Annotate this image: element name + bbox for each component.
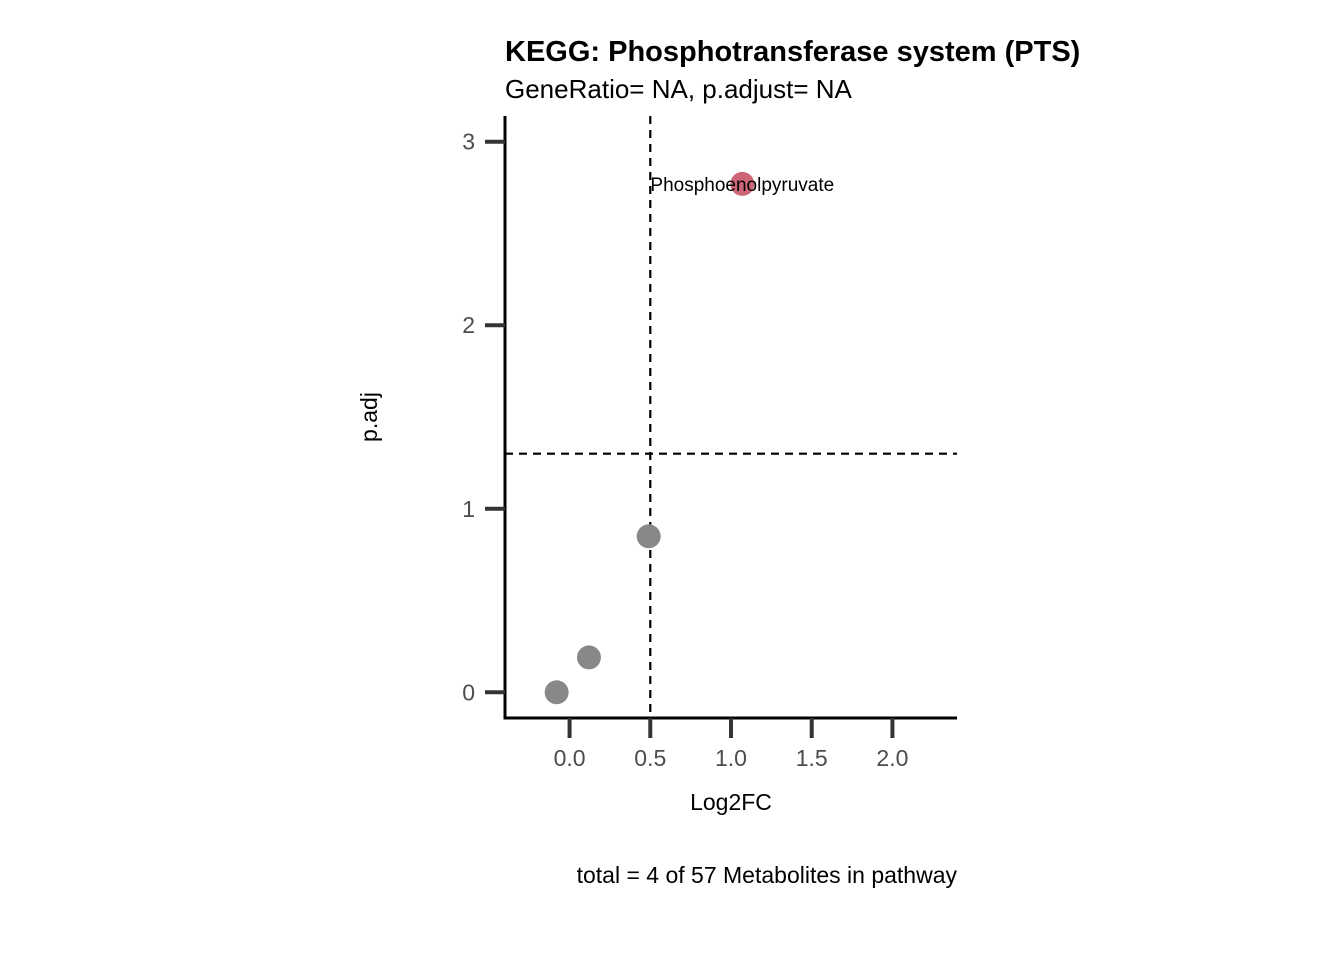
x-tick-label: 1.0 xyxy=(715,745,747,771)
x-tick-label: 1.5 xyxy=(796,745,828,771)
x-axis-label: Log2FC xyxy=(690,789,772,815)
data-point xyxy=(730,171,755,196)
chart-subtitle: GeneRatio= NA, p.adjust= NA xyxy=(505,74,853,104)
data-point xyxy=(544,680,569,705)
y-tick-label: 2 xyxy=(462,312,475,338)
plot-area: 0.0 0.5 1.0 1.5 2.0 0 1 2 3 Phosphoenolpyruvate xyxy=(462,116,957,771)
y-tick-label: 1 xyxy=(462,496,475,522)
chart-title: KEGG: Phosphotransferase system (PTS) xyxy=(505,36,1080,68)
point-label: Phosphoenolpyruvate xyxy=(650,175,834,196)
data-point xyxy=(576,645,601,670)
data-point xyxy=(636,524,661,549)
y-tick-label: 3 xyxy=(462,129,475,155)
chart-caption: total = 4 of 57 Metabolites in pathway xyxy=(577,862,958,888)
y-axis-label: p.adj xyxy=(356,392,382,442)
x-tick-label: 0.5 xyxy=(634,745,666,771)
x-tick-label: 0.0 xyxy=(554,745,586,771)
x-tick-label: 2.0 xyxy=(876,745,908,771)
y-tick-label: 0 xyxy=(462,679,475,705)
